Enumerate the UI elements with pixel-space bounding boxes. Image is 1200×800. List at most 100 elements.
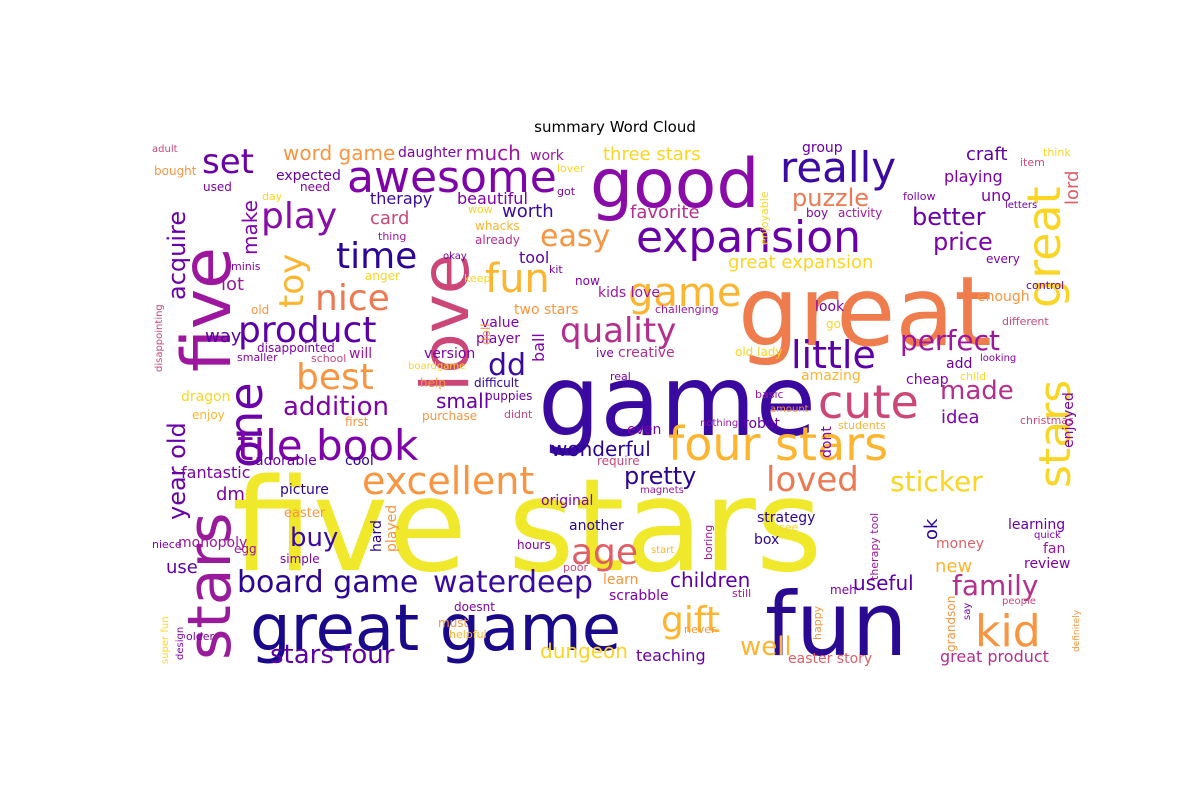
word-hard: hard (369, 520, 385, 552)
word-enjoyed: enjoyed (1061, 392, 1077, 448)
word-excellent: excellent (362, 459, 534, 503)
word-think: think (1043, 146, 1071, 159)
word-simple: simple (280, 552, 320, 566)
word-easy: easy (540, 219, 610, 254)
word-old-lady: old lady (735, 345, 783, 359)
word-really: really (780, 143, 896, 192)
word-control: control (1026, 279, 1064, 292)
word-family: family (952, 569, 1038, 602)
word-therapy: therapy (370, 189, 432, 208)
word-wonderful: wonderful (551, 437, 651, 461)
word-year-old: year old (163, 422, 191, 520)
word-expansion: expansion (636, 212, 861, 263)
word-dungeon: dungeon (540, 639, 628, 663)
word-fantastic: fantastic (181, 463, 251, 482)
word-little: little (791, 333, 876, 377)
word-way: way (205, 326, 242, 347)
word-favorite: favorite (630, 202, 700, 223)
word-item: item (1020, 156, 1045, 169)
word-dm: dm (216, 484, 245, 505)
word-adult: adult (152, 144, 178, 155)
word-tool: tool (519, 248, 549, 267)
word-ive: ive (596, 346, 614, 360)
word-already: already (475, 233, 520, 247)
word-box: box (754, 532, 779, 548)
word-amount: amount (770, 404, 809, 415)
word-kids-love: kids love (598, 285, 660, 301)
word-made: made (940, 376, 1014, 406)
word-egg: egg (234, 542, 257, 556)
word-activity: activity (838, 206, 882, 220)
word-help: help (420, 376, 446, 390)
word-older: older (186, 630, 215, 643)
word-game: game (538, 345, 816, 459)
word-dont: dont (819, 426, 835, 458)
word-idea: idea (941, 407, 980, 428)
word-game: game (628, 270, 741, 316)
word-new: new (935, 556, 972, 577)
word-kid: kid (975, 606, 1041, 657)
word-magnets: magnets (640, 485, 684, 496)
word-old: old (251, 303, 269, 317)
word-small: small (436, 389, 489, 413)
word-students: students (838, 419, 886, 432)
word-require: require (597, 454, 640, 468)
word-boy: boy (806, 206, 828, 220)
word-super-fun: super fun (160, 616, 171, 664)
word-keep: keep (464, 272, 491, 285)
word-even: even (627, 422, 661, 438)
word-difficult: difficult (474, 376, 519, 390)
word-puppies: puppies (485, 389, 532, 403)
word-another: another (569, 518, 624, 534)
word-need: need (300, 180, 330, 194)
word-five: five (168, 247, 247, 372)
word-cheap: cheap (906, 372, 949, 388)
word-stars-four: stars four (270, 640, 395, 670)
word-creative: creative (618, 345, 675, 361)
word-challenging: challenging (655, 303, 719, 316)
word-group: group (802, 140, 843, 156)
word-thing: thing (378, 230, 406, 243)
word-amazing: amazing (801, 368, 861, 384)
word-whacks: whacks (475, 219, 520, 233)
word-every: every (986, 252, 1020, 266)
word-easter-story: easter story (788, 651, 872, 667)
word-quality: quality (560, 311, 676, 351)
word-use: use (166, 557, 198, 578)
word-dd: dd (488, 348, 526, 383)
word-gift: gift (661, 600, 720, 641)
word-hours: hours (517, 538, 551, 552)
word-time: time (336, 236, 417, 277)
word-people: people (1002, 596, 1036, 607)
word-dragon: dragon (181, 389, 231, 405)
word-worth: worth (502, 201, 554, 222)
word-age: age (571, 532, 638, 573)
word-much: much (465, 141, 521, 165)
word-work: work (530, 148, 565, 164)
word-meh: meh (830, 583, 857, 597)
word-four-stars: four stars (668, 417, 888, 471)
word-start: start (651, 545, 674, 556)
word-design: design (175, 627, 186, 660)
word-nice: nice (315, 278, 390, 319)
word-basic: basic (755, 388, 784, 401)
word-set: set (202, 142, 254, 182)
word-disappointed: disappointed (257, 341, 335, 355)
word-one: one (219, 382, 273, 468)
word-board-game: board game (237, 565, 418, 600)
word-see: see (779, 521, 798, 534)
word-three-stars: three stars (603, 144, 701, 165)
word-got: got (557, 185, 576, 198)
word-make: make (238, 200, 262, 255)
word-doll: doll (479, 323, 493, 345)
word-original: original (541, 493, 593, 509)
word-strategy: strategy (757, 510, 815, 526)
word-christmas: christmas (1020, 414, 1074, 427)
word-stars: stars (175, 513, 245, 660)
word-boring: boring (702, 525, 715, 560)
word-niece: niece (152, 538, 182, 551)
word-fun: fun (765, 573, 908, 676)
word-expected: expected (276, 168, 341, 184)
word-word-game: word game (283, 141, 395, 165)
word-now: now (575, 274, 600, 288)
